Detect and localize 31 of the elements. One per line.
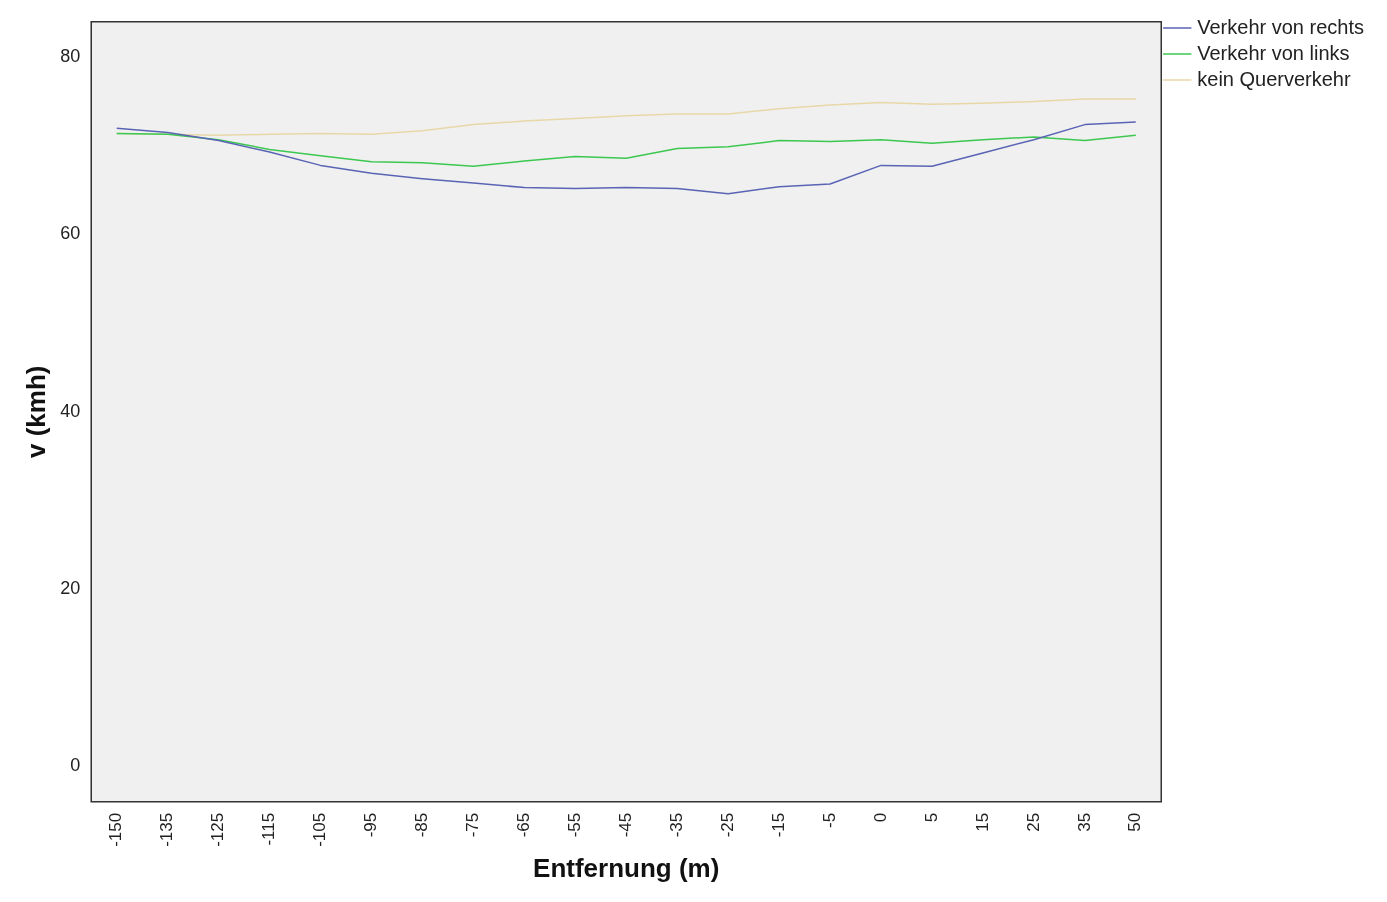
x-tick-label: -75 (463, 812, 483, 838)
legend-label: Verkehr von rechts (1197, 15, 1364, 38)
x-tick-label: -135 (157, 812, 177, 847)
x-tick-label: -125 (208, 812, 228, 847)
y-axis-title: v (kmh) (20, 365, 51, 459)
legend-label: kein Querverkehr (1197, 67, 1351, 90)
x-tick-label: 5 (921, 812, 941, 823)
x-tick-label: 15 (972, 812, 992, 832)
y-tick-label: 40 (60, 400, 81, 421)
x-tick-label: -95 (361, 812, 381, 838)
x-tick-label: 0 (870, 812, 890, 823)
legend-label: Verkehr von links (1197, 41, 1350, 64)
x-tick-label: -150 (106, 812, 126, 847)
x-tick-label: 35 (1074, 812, 1094, 832)
x-tick-label: -55 (564, 812, 584, 838)
x-tick-label: -65 (514, 812, 534, 838)
x-tick-label: 25 (1023, 812, 1043, 832)
y-tick-label: 0 (70, 755, 81, 776)
x-tick-label: 50 (1125, 812, 1145, 832)
x-tick-label: -115 (259, 812, 279, 846)
x-tick-label: -105 (310, 812, 330, 847)
x-tick-label: -85 (412, 812, 432, 838)
x-tick-label: -35 (666, 812, 686, 838)
x-axis-title: Entfernung (m) (533, 852, 720, 883)
x-tick-label: -25 (717, 812, 737, 838)
x-tick-label: -5 (819, 812, 839, 828)
y-tick-label: 20 (60, 578, 81, 599)
y-tick-label: 80 (60, 46, 81, 67)
x-tick-label: -15 (768, 812, 788, 838)
y-tick-label: 60 (60, 223, 81, 244)
x-tick-label: -45 (615, 812, 635, 838)
